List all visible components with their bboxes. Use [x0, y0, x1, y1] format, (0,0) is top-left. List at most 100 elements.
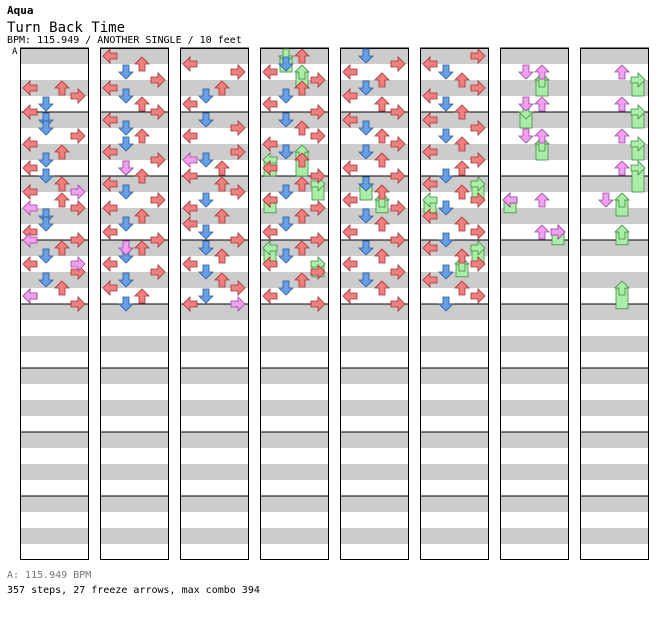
step-arrow-down	[358, 80, 374, 96]
jump-arrow-up	[534, 192, 550, 208]
jump-arrow-left	[22, 288, 38, 304]
step-arrow-down	[118, 64, 134, 80]
step-arrow-down	[438, 200, 454, 216]
beat-stripe	[260, 336, 329, 352]
song-title: Turn Back Time	[7, 20, 126, 36]
step-arrow-down	[278, 144, 294, 160]
step-arrow-up	[454, 136, 470, 152]
beat-stripe	[340, 400, 409, 416]
step-arrow-down	[278, 248, 294, 264]
beat-stripe	[500, 336, 569, 352]
beat-stripe	[500, 464, 569, 480]
column-border	[180, 48, 249, 560]
beat-stripe	[340, 176, 409, 192]
beat-stripe	[180, 528, 249, 544]
beat-stripe	[420, 112, 489, 128]
step-arrow-left	[342, 64, 358, 80]
step-arrow-left	[182, 200, 198, 216]
step-arrow-left	[422, 144, 438, 160]
step-arrow-right	[470, 256, 486, 272]
step-arrow-left	[422, 240, 438, 256]
step-arrow-left	[22, 80, 38, 96]
jump-arrow-right	[550, 224, 566, 240]
beat-stripe	[340, 240, 409, 256]
beat-stripe	[260, 400, 329, 416]
beat-stripe	[420, 272, 489, 288]
step-arrow-left	[182, 56, 198, 72]
beat-stripe	[20, 112, 89, 128]
beat-stripe	[420, 432, 489, 448]
step-arrow-left	[262, 256, 278, 272]
beat-stripe	[260, 496, 329, 512]
beat-stripe	[100, 272, 169, 288]
step-arrow-left	[22, 104, 38, 120]
beat-stripe	[420, 368, 489, 384]
step-arrow-right	[390, 232, 406, 248]
step-arrow-right	[390, 104, 406, 120]
step-arrow-up	[54, 192, 70, 208]
step-arrow-down	[38, 112, 54, 128]
step-arrow-up	[54, 80, 70, 96]
step-arrow-right	[310, 264, 326, 280]
beat-stripe	[260, 464, 329, 480]
beat-stripe	[180, 432, 249, 448]
beat-stripe	[100, 304, 169, 320]
step-arrow-right	[310, 104, 326, 120]
beat-stripe	[180, 496, 249, 512]
step-arrow-down	[198, 112, 214, 128]
beat-stripe	[100, 528, 169, 544]
beat-stripe	[100, 176, 169, 192]
step-arrow-right	[310, 232, 326, 248]
beat-stripe	[260, 528, 329, 544]
step-arrow-up	[294, 152, 310, 168]
step-arrow-right	[310, 296, 326, 312]
step-arrow-up	[294, 176, 310, 192]
step-arrow-down	[118, 272, 134, 288]
step-arrow-right	[70, 296, 86, 312]
step-arrow-up	[214, 160, 230, 176]
step-arrow-right	[470, 48, 486, 64]
beat-stripe	[340, 432, 409, 448]
step-arrow-left	[22, 136, 38, 152]
step-arrow-up	[214, 248, 230, 264]
chart-column	[100, 47, 169, 560]
beat-stripe	[580, 432, 649, 448]
step-arrow-right	[230, 184, 246, 200]
step-arrow-up	[374, 72, 390, 88]
step-arrow-down	[358, 208, 374, 224]
beat-stripe	[260, 368, 329, 384]
step-arrow-down	[358, 176, 374, 192]
step-arrow-down	[358, 48, 374, 64]
step-arrow-up	[374, 184, 390, 200]
column-border	[580, 48, 649, 560]
step-arrow-left	[262, 224, 278, 240]
beat-stripe	[500, 80, 569, 96]
step-arrow-down	[38, 96, 54, 112]
column-border	[340, 48, 409, 560]
step-arrow-right	[230, 120, 246, 136]
beat-stripe	[500, 208, 569, 224]
step-arrow-left	[262, 64, 278, 80]
beat-stripe	[180, 240, 249, 256]
step-arrow-right	[470, 288, 486, 304]
step-arrow-down	[278, 184, 294, 200]
step-arrow-up	[134, 96, 150, 112]
beat-stripe	[340, 112, 409, 128]
freeze-arrow	[630, 72, 646, 97]
beat-stripe	[100, 464, 169, 480]
step-arrow-up	[54, 144, 70, 160]
step-arrow-down	[198, 192, 214, 208]
step-arrow-down	[38, 120, 54, 136]
step-arrow-left	[22, 184, 38, 200]
step-arrow-left	[102, 48, 118, 64]
jump-arrow-right	[70, 256, 86, 272]
jump-arrow-up	[534, 64, 550, 80]
step-arrow-down	[38, 248, 54, 264]
beat-stripe	[180, 400, 249, 416]
jump-arrow-down	[518, 128, 534, 144]
step-arrow-up	[454, 248, 470, 264]
step-arrow-left	[22, 160, 38, 176]
step-arrow-left	[262, 192, 278, 208]
step-arrow-left	[262, 136, 278, 152]
jump-arrow-down	[598, 192, 614, 208]
